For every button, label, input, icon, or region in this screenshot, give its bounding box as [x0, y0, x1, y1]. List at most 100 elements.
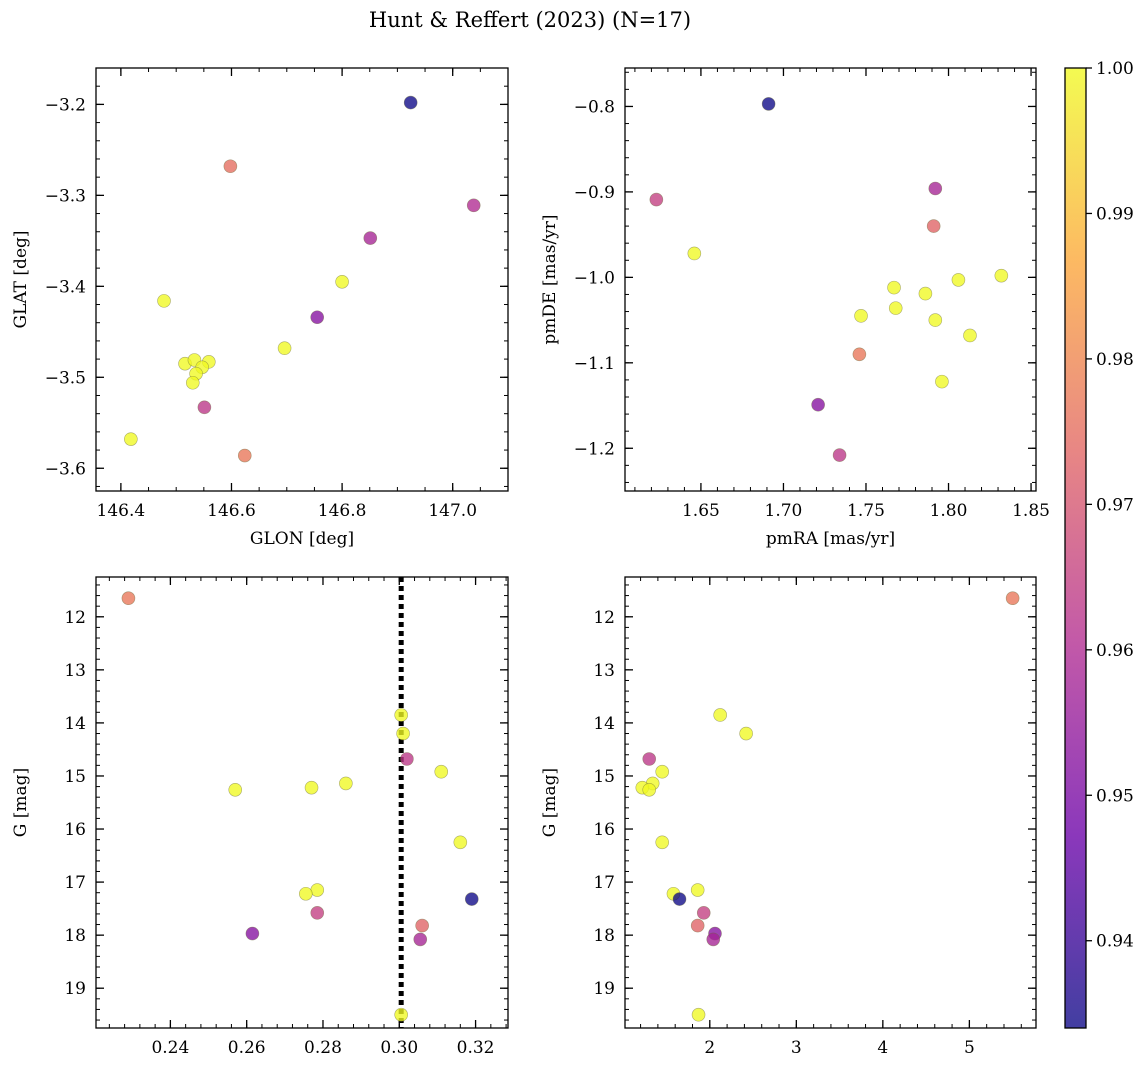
panel-plx-g: 0.24 0.26 0.28 0.30 0.32 12 13 14 15 16 17 18 19 Plx … [11, 576, 509, 1068]
colorbar-tick-label: 0.95 [1096, 786, 1134, 806]
axes-frame [624, 67, 1037, 492]
scatter-point [963, 328, 977, 343]
scatter-point [310, 883, 325, 897]
colorbar-tick-label: 1.00 [1096, 59, 1134, 79]
scatter-point [403, 95, 418, 110]
scatter-point [277, 341, 292, 355]
x-axis-label: GLON [deg] [250, 529, 354, 549]
panel-pmra-pmde: 1.65 1.70 1.75 1.80 1.85 −1.2 −1.1 −1.0 −0.9 −0.8… [540, 67, 1050, 549]
scatter-point [696, 906, 711, 920]
x-axis-label: BP-RP [mag] [776, 1066, 885, 1068]
x-tick-label: 3 [791, 1038, 802, 1058]
colorbar-tick-label: 0.96 [1096, 641, 1134, 661]
y-tick-label: −3.2 [45, 95, 86, 115]
scatter-point [121, 591, 136, 606]
y-tick-label: 12 [593, 608, 615, 628]
y-tick-label: −3.5 [45, 368, 86, 388]
y-tick-label: 19 [593, 979, 615, 999]
scatter-point [690, 918, 705, 933]
axes-frame [95, 576, 509, 1029]
scatter-point [761, 97, 776, 111]
y-tick-label: −3.6 [45, 459, 86, 479]
scatter-point [928, 313, 943, 327]
scatter-point [413, 932, 428, 947]
y-tick-label: 14 [593, 714, 615, 734]
scatter-point [310, 906, 325, 920]
scatter-point [854, 309, 868, 323]
scatter-point [832, 448, 847, 462]
y-axis-label: pmDE [mas/yr] [540, 214, 560, 344]
scatter-point [655, 764, 670, 779]
panel-bprp-g: 2 3 4 5 12 13 14 15 16 17 18 19 BP-RP [mag] G [mag] [540, 576, 1037, 1068]
scatter-point [394, 1007, 408, 1022]
x-tick-label: 0.30 [380, 1038, 418, 1058]
x-tick-label: 146.4 [97, 501, 146, 521]
x-axis-label: Plx [mas] [262, 1066, 342, 1068]
scatter-point [400, 752, 414, 766]
scatter-point [951, 273, 966, 287]
scatter-point [888, 301, 903, 315]
scatter-point [918, 286, 933, 301]
y-tick-label: −3.3 [45, 186, 86, 206]
scatter-point [649, 192, 664, 207]
scatter-point [687, 246, 702, 261]
y-tick-label: −0.9 [574, 183, 615, 203]
x-tick-label: 5 [964, 1038, 975, 1058]
colorbar-frame [1064, 67, 1087, 1029]
y-tick-label: 12 [64, 608, 86, 628]
scatter-point [453, 835, 468, 850]
panel-glon-glat: 146.4 146.6 146.8 147.0 −3.6 −3.5 −3.4 −3.3 −3.2… [11, 67, 509, 549]
scatter-point [655, 835, 670, 850]
scatter-point [124, 432, 138, 446]
y-tick-label: −0.8 [574, 97, 615, 117]
x-tick-label: 4 [877, 1038, 888, 1058]
x-tick-label: 1.85 [1012, 501, 1050, 521]
scatter-point [396, 726, 410, 741]
y-tick-label: 16 [593, 820, 615, 840]
scatter-point [691, 1007, 706, 1022]
scatter-point [642, 752, 657, 766]
y-tick-label: −3.4 [45, 277, 86, 297]
x-tick-label: 0.24 [151, 1038, 189, 1058]
scatter-point [852, 347, 867, 362]
scatter-point [223, 159, 238, 174]
axes-frame [95, 67, 509, 492]
scatter-point [713, 708, 727, 722]
scatter-point [642, 782, 657, 797]
scatter-point [310, 310, 325, 325]
scatter-point [935, 374, 949, 389]
y-tick-label: 14 [64, 714, 86, 734]
scatter-point [299, 886, 313, 901]
x-tick-label: 0.28 [304, 1038, 342, 1058]
scatter-point [335, 274, 349, 289]
x-tick-label: 2 [704, 1038, 715, 1058]
y-tick-label: −1.1 [574, 354, 615, 374]
scatter-point [339, 776, 353, 791]
scatter-point [464, 892, 479, 906]
y-tick-label: 13 [64, 661, 86, 681]
y-tick-label: 19 [64, 979, 86, 999]
y-axis-label: G [mag] [540, 768, 560, 837]
scatter-point [811, 397, 825, 412]
scatter-point [994, 268, 1009, 283]
y-tick-label: 17 [64, 873, 86, 893]
colorbar-tick-label: 0.98 [1096, 350, 1134, 370]
y-axis-label: G [mag] [11, 768, 31, 837]
scatter-point [245, 926, 260, 941]
x-tick-label: 146.6 [207, 501, 256, 521]
scatter-point [739, 726, 753, 741]
scatter-point [394, 708, 408, 722]
scatter-point [887, 280, 901, 295]
x-tick-label: 1.65 [682, 501, 720, 521]
x-tick-label: 1.70 [765, 501, 803, 521]
x-axis-label: pmRA [mas/yr] [766, 529, 895, 549]
scatter-point [672, 892, 687, 906]
scatter-point [157, 294, 171, 308]
y-tick-label: −1.2 [574, 439, 615, 459]
scatter-point [197, 400, 212, 415]
y-tick-label: −1.0 [574, 268, 615, 288]
colorbar: 0.94 0.95 0.96 0.97 0.98 0.99 1.00 [1064, 59, 1134, 1029]
scatter-point [304, 780, 319, 795]
scatter-point [706, 932, 721, 947]
